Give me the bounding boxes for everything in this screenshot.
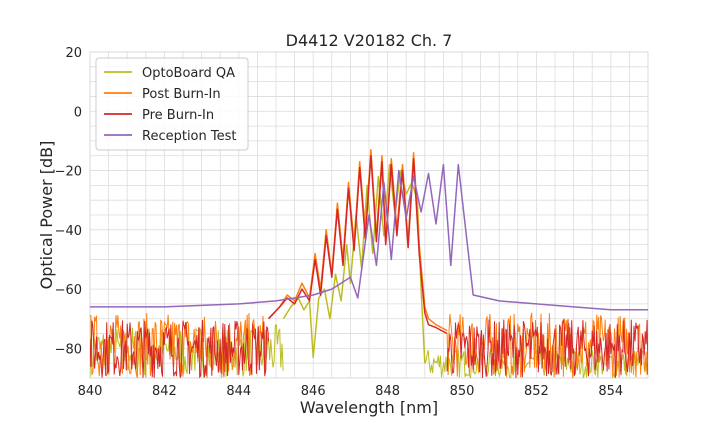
- x-tick-label: 846: [301, 384, 326, 399]
- legend-label: OptoBoard QA: [142, 66, 235, 81]
- x-tick-label: 850: [450, 384, 475, 399]
- legend-label: Pre Burn-In: [142, 108, 214, 123]
- y-tick-label: −80: [55, 342, 82, 357]
- y-tick-label: 20: [65, 46, 82, 61]
- series-noise: [446, 318, 648, 378]
- x-tick-label: 854: [598, 384, 623, 399]
- series-noise: [90, 319, 270, 378]
- legend-label: Post Burn-In: [142, 87, 221, 102]
- x-tick-label: 840: [78, 384, 103, 399]
- series-line: [268, 154, 448, 335]
- legend-box: [95, 57, 249, 151]
- x-tick-label: 844: [226, 384, 251, 399]
- x-tick-label: 842: [152, 384, 177, 399]
- y-axis-label: Optical Power [dB]: [37, 141, 56, 290]
- series-reception-test: [90, 163, 648, 311]
- y-tick-label: 0: [74, 105, 82, 120]
- x-axis-label: Wavelength [nm]: [300, 398, 438, 417]
- y-tick-label: −60: [55, 283, 82, 298]
- legend: OptoBoard QA Post Burn-In Pre Burn-In Recep…: [95, 57, 249, 151]
- y-tick-label: −20: [55, 165, 82, 180]
- series-line: [90, 163, 648, 311]
- y-tick-label: −40: [55, 224, 82, 239]
- legend-label: Reception Test: [142, 129, 236, 144]
- series-noise: [90, 313, 270, 378]
- chart-title: D4412 V20182 Ch. 7: [286, 31, 453, 50]
- x-tick-label: 848: [375, 384, 400, 399]
- series-pre-burn-in: [90, 154, 648, 378]
- x-tick-label: 852: [524, 384, 549, 399]
